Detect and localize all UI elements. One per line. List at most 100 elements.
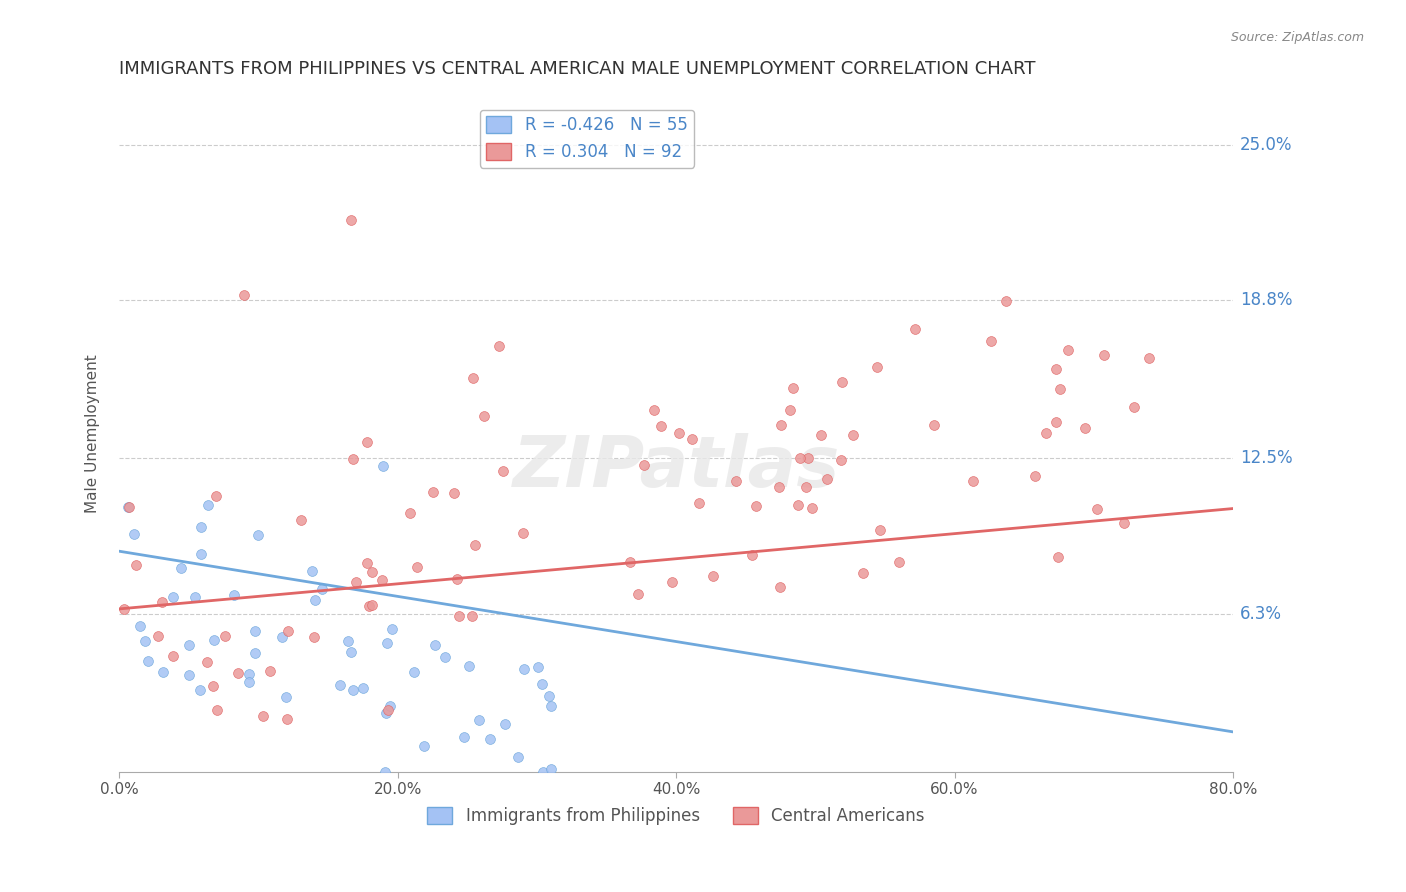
Point	[446, 572, 468, 586]
Point	[128, 619, 150, 633]
Point	[782, 381, 804, 395]
Point	[801, 501, 824, 516]
Point	[277, 624, 299, 638]
Text: 18.8%: 18.8%	[1240, 291, 1292, 310]
Point	[136, 654, 159, 668]
Point	[375, 636, 398, 650]
Point	[356, 556, 378, 570]
Point	[453, 731, 475, 745]
Point	[794, 480, 817, 494]
Text: 12.5%: 12.5%	[1240, 450, 1292, 467]
Point	[378, 698, 401, 713]
Point	[447, 608, 470, 623]
Point	[329, 678, 352, 692]
Point	[190, 547, 212, 561]
Point	[463, 370, 485, 384]
Point	[274, 690, 297, 705]
Point	[769, 580, 792, 594]
Point	[1137, 351, 1160, 365]
Point	[494, 717, 516, 731]
Point	[340, 213, 363, 227]
Point	[360, 598, 382, 612]
Point	[311, 582, 333, 597]
Point	[903, 322, 925, 336]
Point	[233, 288, 256, 302]
Point	[472, 409, 495, 424]
Point	[488, 339, 510, 353]
Point	[150, 595, 173, 609]
Point	[526, 660, 548, 674]
Point	[1087, 502, 1109, 516]
Point	[177, 638, 200, 652]
Point	[1045, 415, 1067, 429]
Point	[434, 650, 457, 665]
Point	[810, 427, 832, 442]
Point	[422, 485, 444, 500]
Point	[195, 656, 218, 670]
Text: Source: ZipAtlas.com: Source: ZipAtlas.com	[1230, 31, 1364, 45]
Point	[340, 645, 363, 659]
Point	[460, 608, 482, 623]
Point	[786, 498, 808, 512]
Point	[681, 432, 703, 446]
Point	[243, 647, 266, 661]
Point	[1114, 516, 1136, 530]
Point	[922, 417, 945, 432]
Point	[117, 500, 139, 514]
Point	[1024, 469, 1046, 483]
Point	[797, 451, 820, 466]
Text: 25.0%: 25.0%	[1240, 136, 1292, 153]
Point	[152, 665, 174, 680]
Point	[271, 630, 294, 644]
Point	[443, 486, 465, 500]
Point	[371, 573, 394, 587]
Text: IMMIGRANTS FROM PHILIPPINES VS CENTRAL AMERICAN MALE UNEMPLOYMENT CORRELATION CH: IMMIGRANTS FROM PHILIPPINES VS CENTRAL A…	[120, 60, 1036, 78]
Point	[789, 451, 811, 466]
Point	[344, 575, 367, 590]
Point	[177, 667, 200, 681]
Point	[741, 548, 763, 562]
Point	[468, 713, 491, 727]
Point	[1049, 382, 1071, 396]
Point	[1035, 425, 1057, 440]
Point	[627, 587, 650, 601]
Point	[479, 731, 502, 746]
Point	[668, 425, 690, 440]
Point	[869, 524, 891, 538]
Point	[374, 706, 396, 720]
Point	[506, 749, 529, 764]
Point	[125, 558, 148, 572]
Point	[540, 763, 562, 777]
Text: 6.3%: 6.3%	[1240, 605, 1282, 623]
Point	[224, 588, 246, 602]
Point	[464, 537, 486, 551]
Point	[360, 566, 382, 580]
Point	[405, 559, 427, 574]
Point	[356, 434, 378, 449]
Point	[688, 495, 710, 509]
Point	[458, 659, 481, 673]
Point	[381, 622, 404, 636]
Point	[413, 739, 436, 753]
Point	[633, 458, 655, 472]
Point	[512, 526, 534, 541]
Point	[190, 519, 212, 533]
Point	[342, 682, 364, 697]
Point	[226, 665, 249, 680]
Point	[371, 459, 394, 474]
Point	[276, 712, 298, 726]
Point	[188, 682, 211, 697]
Point	[530, 677, 553, 691]
Point	[1045, 362, 1067, 376]
Point	[134, 634, 156, 648]
Point	[399, 506, 422, 520]
Point	[118, 500, 141, 514]
Point	[513, 662, 536, 676]
Point	[779, 403, 801, 417]
Point	[337, 633, 360, 648]
Point	[538, 689, 561, 703]
Point	[1123, 401, 1146, 415]
Point	[1046, 549, 1069, 564]
Point	[146, 629, 169, 643]
Point	[352, 681, 374, 695]
